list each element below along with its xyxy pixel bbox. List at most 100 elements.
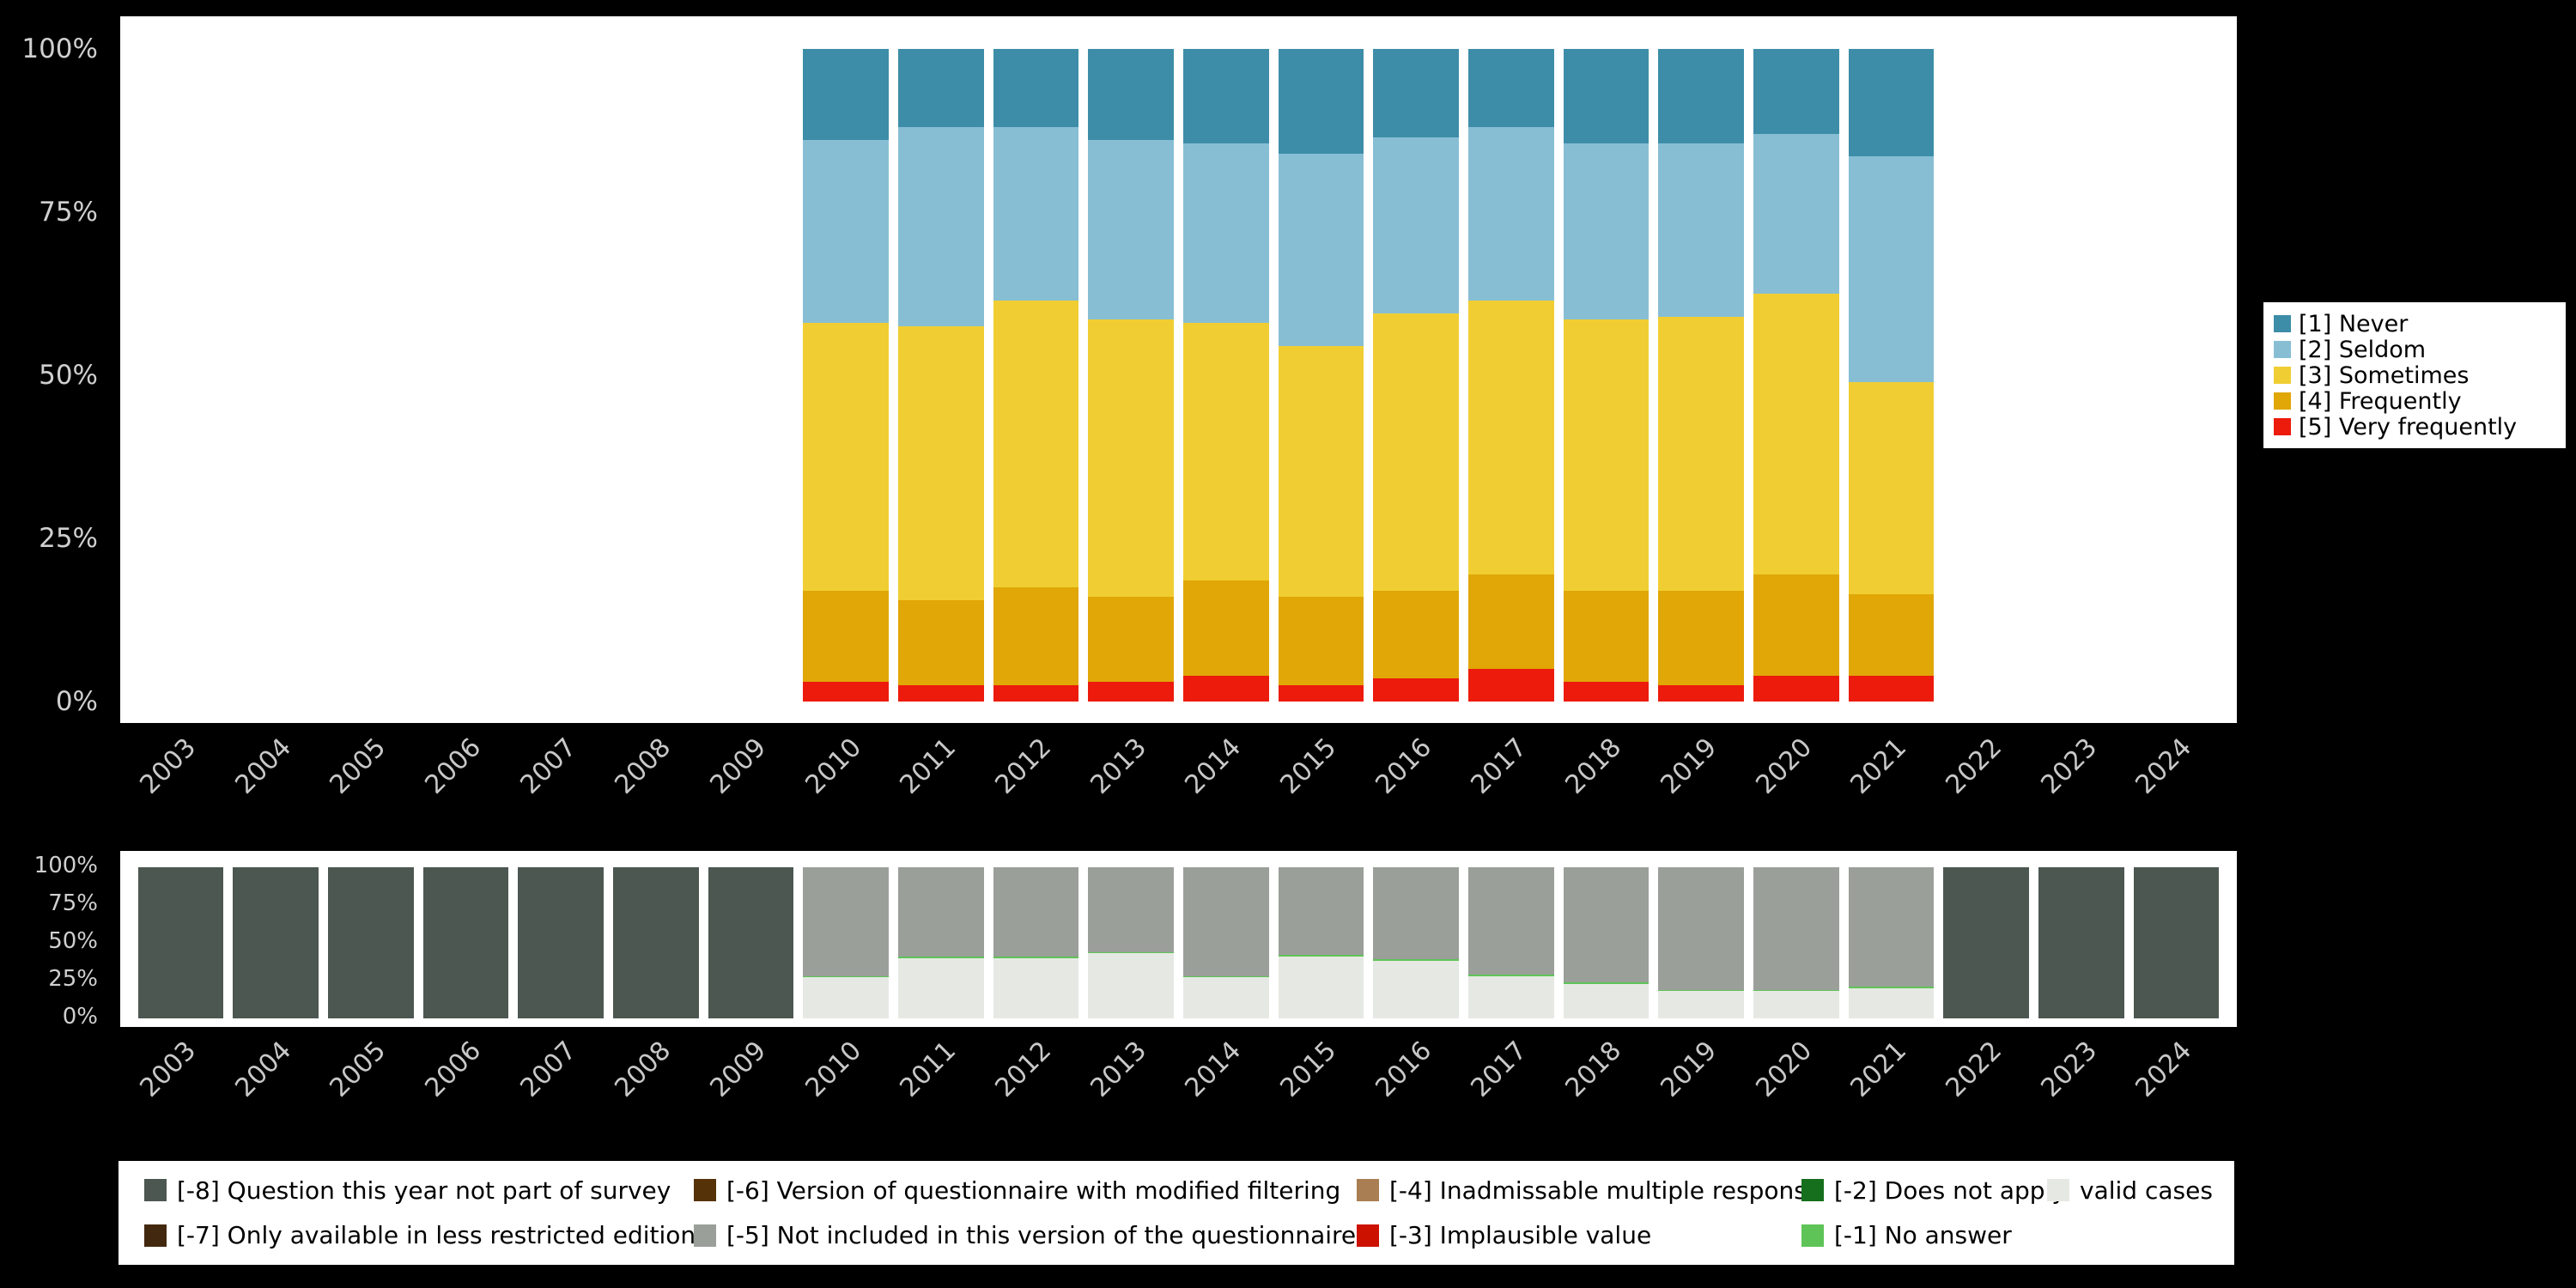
bar-segment bbox=[1373, 867, 1459, 960]
y-tick-label: 75% bbox=[48, 890, 98, 916]
bar-segment bbox=[1468, 300, 1554, 574]
bar-2007 bbox=[518, 867, 604, 1018]
bar-segment bbox=[1373, 49, 1459, 137]
bar-segment bbox=[233, 867, 319, 1018]
y-tick-label: 0% bbox=[62, 1004, 98, 1030]
bar-segment bbox=[1658, 867, 1745, 990]
bar-segment bbox=[1848, 49, 1935, 157]
x-tick-label: 2007 bbox=[514, 1036, 582, 1103]
bar-2021 bbox=[1848, 49, 1935, 702]
bar-segment bbox=[1183, 675, 1269, 702]
bar-segment bbox=[422, 867, 509, 1018]
x-tick-label: 2003 bbox=[134, 732, 203, 800]
legend-item-label: [-8] Question this year not part of surv… bbox=[177, 1176, 671, 1205]
bar-segment bbox=[803, 682, 889, 702]
bar-segment bbox=[897, 867, 984, 957]
x-tick-label: 2021 bbox=[1844, 732, 1913, 800]
bar-segment bbox=[897, 600, 984, 685]
bar-segment bbox=[1658, 316, 1745, 591]
bar-segment bbox=[1563, 49, 1649, 144]
bar-segment bbox=[1278, 867, 1364, 956]
bar-segment bbox=[1373, 961, 1459, 1018]
bar-segment bbox=[1088, 49, 1174, 141]
bar-2010 bbox=[803, 867, 889, 1018]
bar-segment bbox=[518, 867, 604, 1018]
x-tick-label: 2020 bbox=[1749, 1036, 1818, 1103]
bar-segment bbox=[1468, 49, 1554, 128]
bar-segment bbox=[1468, 669, 1554, 702]
x-tick-label: 2014 bbox=[1179, 732, 1248, 800]
bar-segment bbox=[1183, 977, 1269, 1018]
x-tick-label: 2011 bbox=[894, 732, 963, 800]
bar-segment bbox=[803, 867, 889, 976]
bar-segment bbox=[993, 957, 1079, 1018]
bar-segment bbox=[803, 977, 889, 1018]
x-tick-label: 2017 bbox=[1464, 732, 1533, 800]
legend-item-label: [4] Frequently bbox=[2299, 387, 2462, 415]
bar-2019 bbox=[1658, 49, 1745, 702]
x-tick-label: 2010 bbox=[799, 1036, 867, 1103]
bar-segment bbox=[612, 867, 699, 1018]
x-tick-label: 2010 bbox=[799, 732, 867, 800]
main-legend: [1] Never [2] Seldom [3] Sometimes [4] Freq… bbox=[2263, 302, 2566, 448]
x-tick-label: 2011 bbox=[894, 1036, 963, 1103]
bar-segment bbox=[1468, 974, 1554, 976]
legend-item: [-5] Not included in this version of the… bbox=[694, 1221, 1357, 1249]
bar-segment bbox=[1373, 590, 1459, 679]
x-tick-label: 2022 bbox=[1940, 732, 2008, 800]
legend-color-swatch bbox=[1801, 1224, 1824, 1247]
bar-2011 bbox=[897, 867, 984, 1018]
bar-segment bbox=[1848, 987, 1935, 1018]
y-tick-label: 0% bbox=[55, 686, 98, 717]
main-plot-area bbox=[133, 49, 2224, 702]
x-tick-label: 2008 bbox=[609, 732, 677, 800]
bar-segment bbox=[1183, 323, 1269, 581]
y-tick-label: 25% bbox=[48, 966, 98, 992]
bar-2020 bbox=[1753, 49, 1839, 702]
bar-segment bbox=[993, 49, 1079, 128]
bar-2003 bbox=[137, 867, 224, 1018]
x-tick-label: 2016 bbox=[1370, 732, 1437, 800]
legend-item: [3] Sometimes bbox=[2274, 362, 2555, 389]
bar-2013 bbox=[1088, 867, 1174, 1018]
bar-2024 bbox=[2133, 867, 2220, 1018]
bar-2015 bbox=[1278, 867, 1364, 1018]
bar-2005 bbox=[327, 867, 414, 1018]
x-tick-label: 2009 bbox=[704, 1036, 773, 1103]
x-tick-label: 2004 bbox=[229, 1036, 297, 1103]
legend-item: [-8] Question this year not part of surv… bbox=[144, 1176, 694, 1205]
x-tick-label: 2015 bbox=[1274, 732, 1343, 800]
missing-legend: [-8] Question this year not part of surv… bbox=[118, 1161, 2234, 1265]
legend-item-label: [-1] No answer bbox=[1834, 1221, 2012, 1250]
legend-color-swatch bbox=[144, 1179, 167, 1202]
x-tick-label: 2006 bbox=[419, 732, 488, 800]
x-tick-label: 2003 bbox=[134, 1036, 203, 1103]
x-tick-label: 2024 bbox=[2129, 732, 2198, 800]
bar-segment bbox=[1563, 983, 1649, 1018]
bar-segment bbox=[1753, 133, 1839, 295]
legend-color-swatch bbox=[1357, 1224, 1379, 1247]
bar-segment bbox=[803, 49, 889, 141]
bar-segment bbox=[1658, 590, 1745, 685]
x-tick-label: 2013 bbox=[1084, 1036, 1152, 1103]
bar-segment bbox=[1848, 987, 1935, 988]
y-tick-label: 25% bbox=[39, 523, 98, 554]
legend-item: [5] Very frequently bbox=[2274, 414, 2555, 440]
legend-color-swatch bbox=[694, 1224, 716, 1247]
bar-2016 bbox=[1373, 49, 1459, 702]
bar-2023 bbox=[2038, 867, 2124, 1018]
legend-item-label: [-4] Inadmissable multiple response bbox=[1389, 1176, 1822, 1205]
bar-2012 bbox=[993, 49, 1079, 702]
bar-segment bbox=[1753, 49, 1839, 134]
legend-color-swatch bbox=[2274, 315, 2291, 332]
x-tick-label: 2015 bbox=[1274, 1036, 1343, 1103]
missing-y-axis: 0% 25% 50% 75% 100% bbox=[0, 854, 108, 1029]
bar-2012 bbox=[993, 867, 1079, 1018]
legend-item: [-2] Does not apply bbox=[1801, 1176, 2066, 1205]
bar-segment bbox=[897, 326, 984, 601]
bar-segment bbox=[1373, 313, 1459, 591]
x-tick-label: 2007 bbox=[514, 732, 582, 800]
bar-segment bbox=[1088, 951, 1174, 954]
legend-color-swatch bbox=[694, 1179, 716, 1202]
legend-item-label: [2] Seldom bbox=[2299, 336, 2427, 363]
